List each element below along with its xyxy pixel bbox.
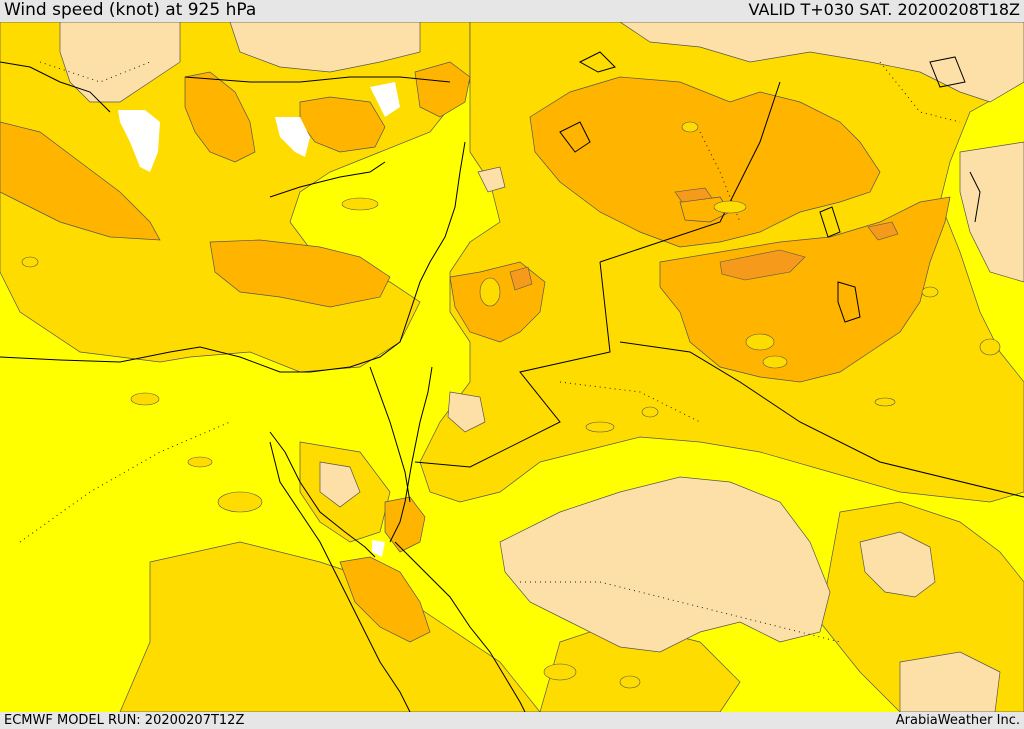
wind-speed-map [0,22,1024,712]
footer-bar: ECMWF MODEL RUN: 20200207T12Z ArabiaWeat… [0,712,1024,729]
coastlines-borders [0,51,1024,712]
valid-time: VALID T+030 SAT. 20200208T18Z [748,0,1020,19]
header-bar: Wind speed (knot) at 925 hPa VALID T+030… [0,0,1024,22]
calm-zones [59,22,1024,712]
no-data-area [118,82,400,557]
map-title: Wind speed (knot) at 925 hPa [4,0,257,20]
level-dark-zones [509,187,899,291]
credit-label: ArabiaWeather Inc. [895,713,1020,728]
level-orange-zones [0,61,951,643]
contour-patches [21,121,1001,689]
model-run-label: ECMWF MODEL RUN: 20200207T12Z [4,713,245,728]
